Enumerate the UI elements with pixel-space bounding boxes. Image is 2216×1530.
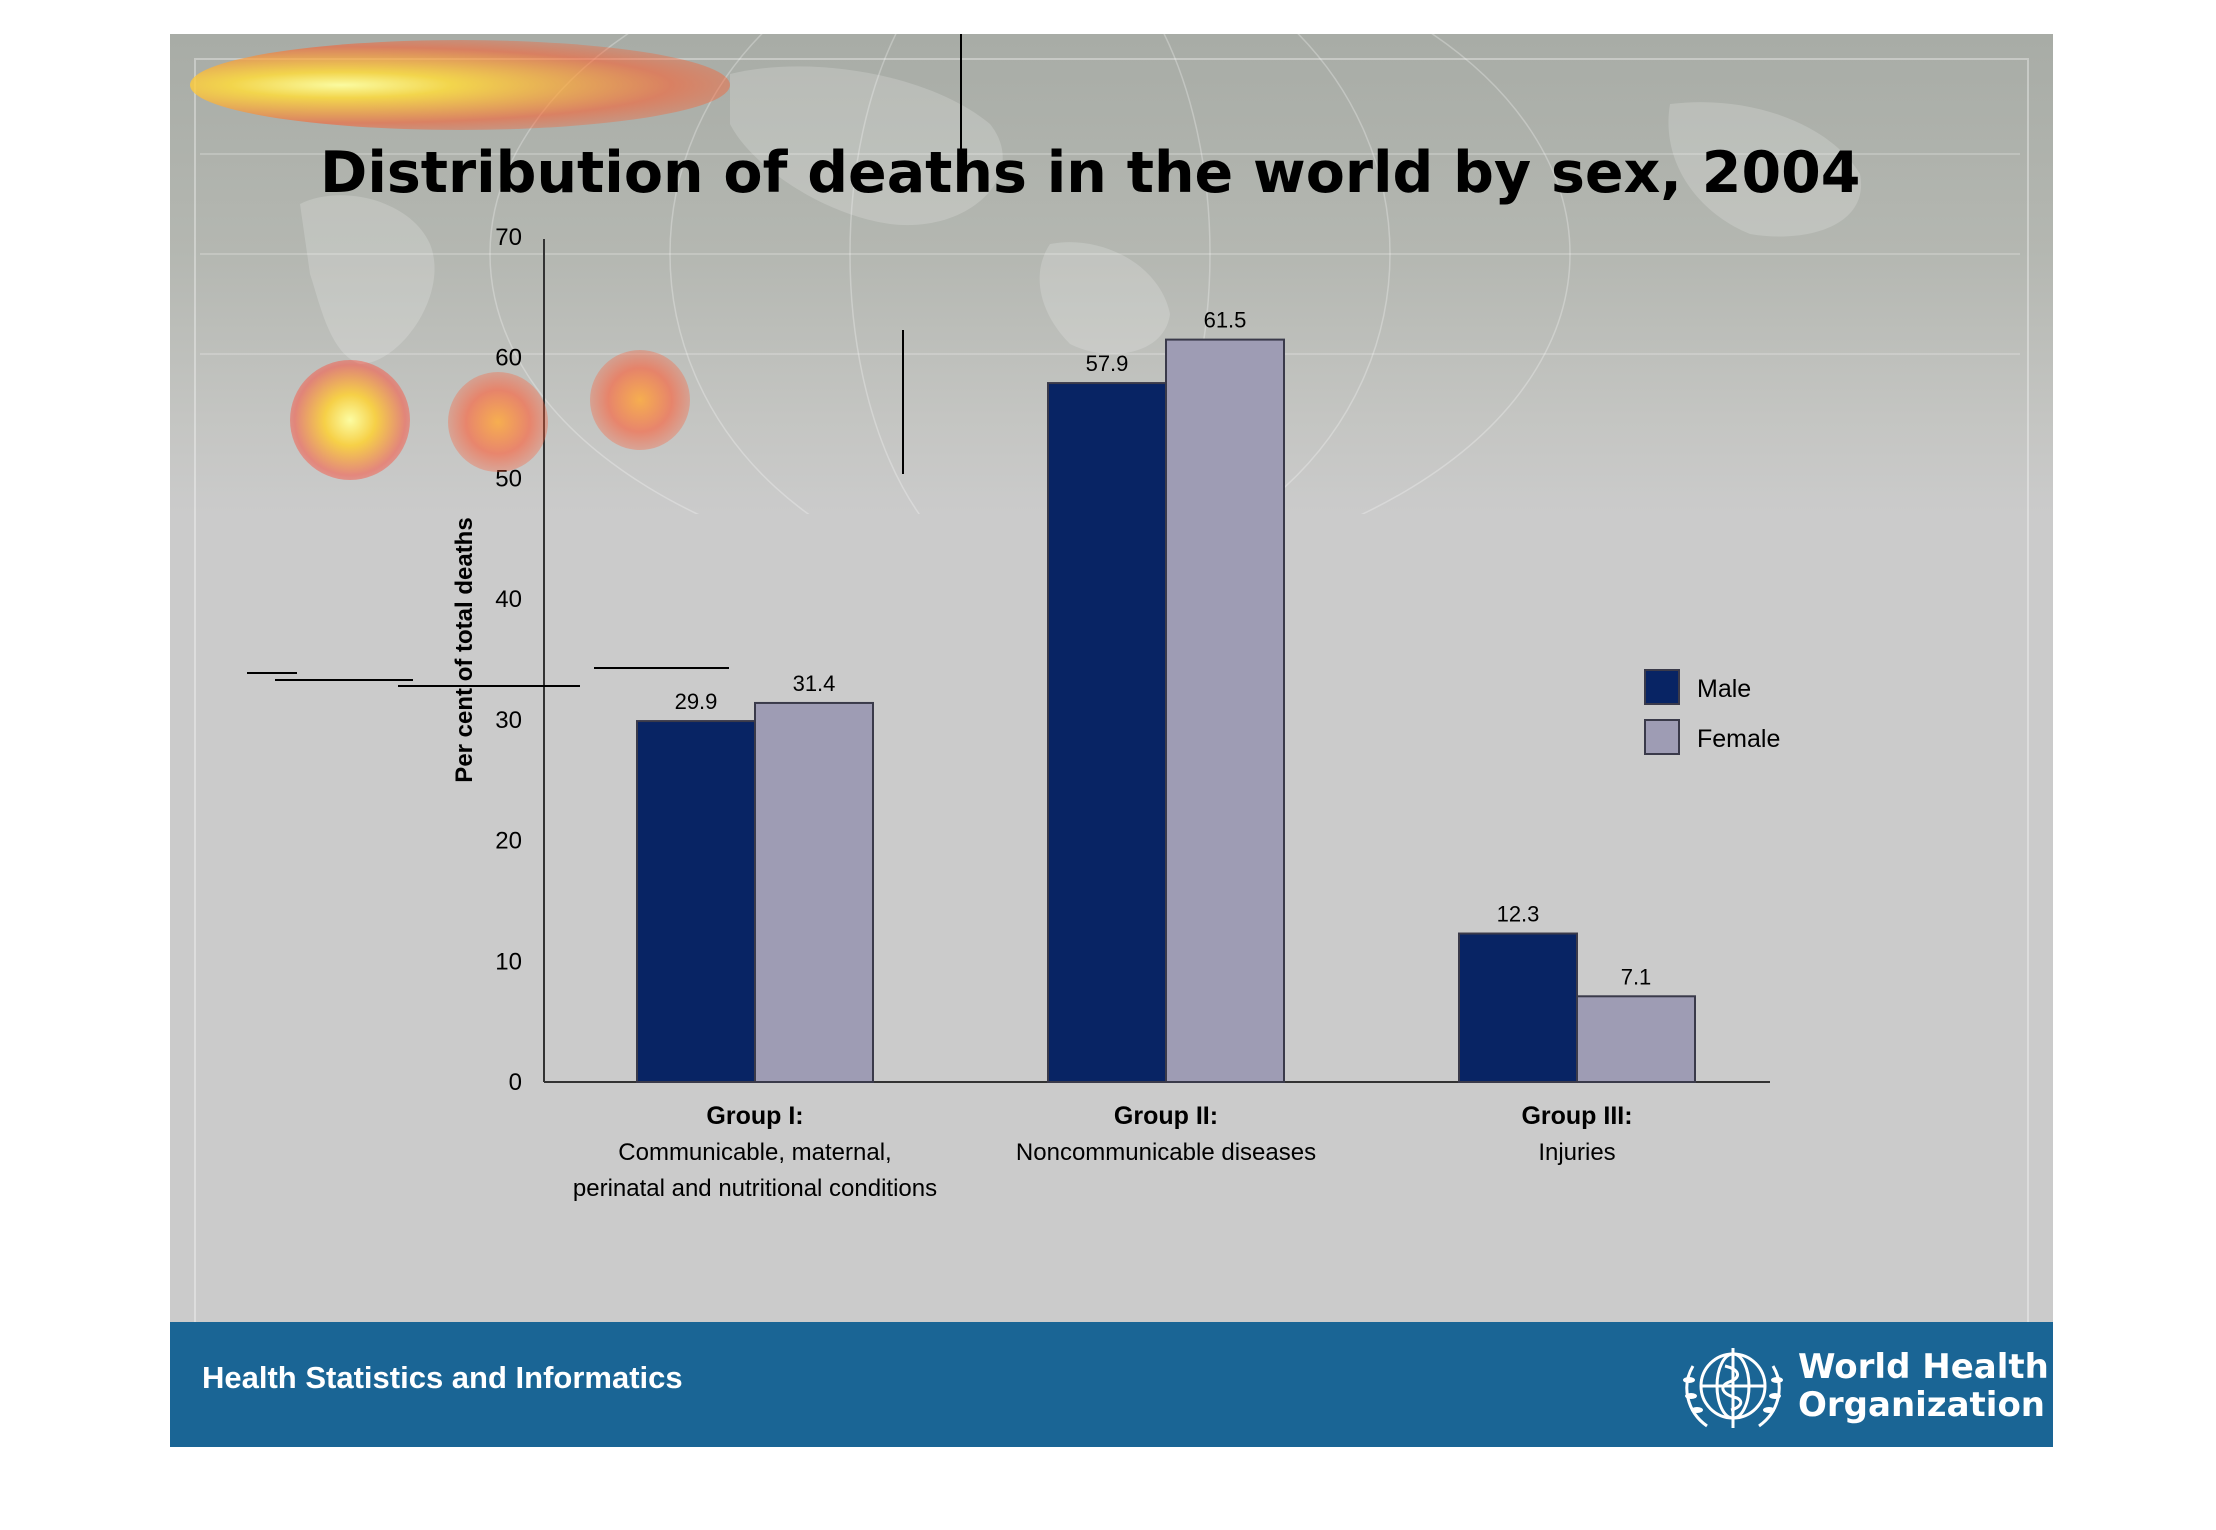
bar-value-label: 29.9 — [675, 689, 718, 714]
category-name-label: Group II: — [1114, 1102, 1218, 1130]
category-description-label: Injuries — [1538, 1139, 1615, 1166]
legend-swatch-male — [1644, 669, 1680, 705]
who-emblem-icon — [1683, 1348, 1783, 1428]
slide: Distribution of deaths in the world by s… — [170, 34, 2053, 1447]
world-map-decoration — [200, 34, 2020, 514]
slide-title: Distribution of deaths in the world by s… — [320, 140, 1861, 206]
y-tick-label: 10 — [495, 948, 522, 975]
bar-value-label: 57.9 — [1086, 351, 1129, 376]
legend-label-female: Female — [1697, 725, 1780, 753]
organization-name-line2: Organization — [1798, 1385, 2046, 1425]
legend-swatch-female — [1644, 719, 1680, 755]
y-tick-label: 40 — [495, 586, 522, 613]
y-tick-label: 70 — [495, 224, 522, 251]
y-tick-label: 50 — [495, 465, 522, 492]
y-tick-label: 0 — [509, 1069, 522, 1096]
legend-label-male: Male — [1697, 675, 1751, 703]
bar-value-label: 7.1 — [1621, 964, 1652, 989]
footer-text: Health Statistics and Informatics — [202, 1360, 683, 1395]
legend: Male Female — [1644, 669, 1780, 755]
organization-name-line1: World Health — [1798, 1347, 2049, 1387]
scanpath-line — [960, 34, 962, 162]
footer-bar: Health Statistics and Informatics — [170, 1322, 2053, 1447]
bar-value-label: 12.3 — [1497, 902, 1540, 927]
bar-male — [636, 720, 756, 1083]
bar-female — [1165, 338, 1285, 1084]
y-axis-title: Per cent of total deaths — [451, 517, 478, 782]
y-tick-label: 20 — [495, 828, 522, 855]
category-description-label: Communicable, maternal, — [618, 1139, 891, 1166]
bar-value-label: 31.4 — [793, 671, 836, 696]
y-tick-label: 30 — [495, 707, 522, 734]
scanpath-line — [594, 667, 729, 669]
bar-female — [754, 701, 874, 1083]
scanpath-line — [275, 679, 413, 681]
category-name-label: Group III: — [1521, 1102, 1632, 1130]
bar-value-labels: 29.9 31.4 57.9 61.5 12.3 7.1 — [675, 308, 1652, 990]
bar-male — [1047, 382, 1167, 1084]
category-name-label: Group I: — [706, 1102, 803, 1130]
bars — [636, 338, 1696, 1084]
scanpath-line — [247, 672, 297, 674]
organization-name: World Health Organization — [1798, 1348, 2049, 1424]
category-description-label: perinatal and nutritional conditions — [573, 1175, 937, 1202]
x-axis-category-labels: Group I: Communicable, maternal, perinatal… — [573, 1102, 1633, 1202]
bar-value-label: 61.5 — [1204, 308, 1247, 333]
category-description-label: Noncommunicable diseases — [1016, 1139, 1316, 1166]
scanpath-line — [398, 685, 580, 687]
bar-male — [1458, 932, 1578, 1083]
y-tick-label: 60 — [495, 345, 522, 372]
bar-female — [1576, 995, 1696, 1083]
scanpath-line — [902, 330, 904, 474]
